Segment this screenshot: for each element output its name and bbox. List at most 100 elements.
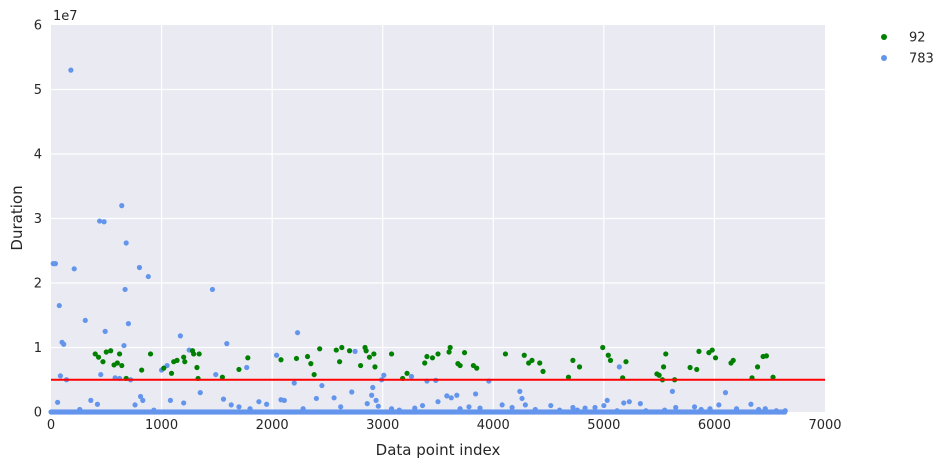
data-point (244, 364, 250, 371)
data-point (140, 397, 146, 403)
y-tick-label: 2 (34, 277, 42, 292)
data-point (136, 264, 143, 271)
legend-label: 92 (909, 31, 926, 46)
x-tick-label: 4000 (477, 418, 510, 433)
data-point (168, 370, 175, 376)
data-point (762, 406, 768, 412)
x-axis-label: Data point index (376, 441, 501, 459)
x-tick-label: 7000 (808, 418, 841, 433)
data-point (375, 403, 381, 409)
data-point (220, 396, 227, 402)
data-point (125, 321, 131, 327)
data-point (477, 405, 483, 411)
data-point (371, 351, 377, 357)
data-point (291, 380, 297, 386)
data-point (754, 364, 761, 370)
legend-marker (881, 55, 887, 61)
data-point (256, 399, 262, 405)
y-axis-offset-label: 1e7 (53, 9, 78, 24)
data-point (100, 359, 106, 365)
data-point (97, 218, 103, 224)
data-point (509, 404, 515, 411)
data-point (601, 402, 607, 409)
data-point (278, 357, 284, 363)
data-point (300, 406, 306, 412)
data-point (294, 330, 301, 336)
x-tick-label: 3000 (366, 418, 399, 433)
data-point (82, 317, 88, 324)
data-point (317, 346, 323, 352)
data-point (669, 388, 676, 394)
data-point (570, 357, 576, 363)
data-point (114, 360, 120, 366)
data-point (56, 302, 62, 309)
data-point (119, 203, 125, 209)
data-point (446, 349, 452, 355)
data-point (132, 402, 138, 408)
data-point (605, 352, 611, 358)
data-point (412, 405, 418, 411)
data-point (687, 364, 693, 371)
data-point (101, 219, 107, 225)
data-point (339, 344, 345, 351)
data-point (576, 364, 583, 370)
x-tick-label: 5000 (587, 418, 620, 433)
data-point (623, 359, 629, 365)
data-point (145, 273, 151, 280)
data-point (517, 388, 523, 394)
data-point (88, 397, 94, 403)
data-point (137, 393, 144, 400)
data-point (346, 348, 353, 354)
data-point (763, 353, 769, 359)
data-point (694, 366, 700, 373)
data-point (181, 354, 187, 360)
data-point (281, 397, 287, 403)
data-point (331, 395, 337, 401)
data-point (388, 406, 395, 412)
y-tick-label: 6 (34, 19, 42, 34)
data-point (698, 406, 704, 413)
data-point (364, 401, 370, 407)
data-point (304, 353, 311, 360)
data-point (213, 371, 219, 378)
data-point (691, 404, 698, 410)
y-axis-label: Duration (8, 185, 26, 250)
data-point (663, 351, 669, 357)
data-point (709, 347, 715, 353)
data-point (236, 366, 242, 373)
data-point (219, 374, 225, 380)
data-point (61, 341, 67, 347)
y-tick-label: 0 (34, 406, 42, 421)
data-point (733, 406, 740, 412)
data-point (457, 406, 463, 412)
data-point (349, 389, 355, 395)
data-point (616, 364, 622, 370)
data-point (521, 352, 527, 358)
data-point (424, 353, 430, 360)
data-point (57, 373, 63, 379)
data-point (448, 395, 454, 401)
data-point (454, 392, 460, 398)
data-point (673, 404, 679, 411)
data-point (707, 406, 713, 412)
data-point (313, 395, 319, 402)
data-point (565, 374, 572, 380)
data-point (770, 374, 776, 380)
data-point (236, 404, 242, 410)
data-point (422, 360, 428, 366)
data-point (197, 390, 203, 396)
data-point (773, 408, 779, 414)
data-point (161, 365, 167, 371)
data-point (643, 408, 649, 414)
data-point (502, 351, 509, 357)
data-point (68, 67, 74, 73)
data-point (336, 359, 343, 365)
data-point (540, 368, 546, 374)
data-point (782, 408, 788, 414)
data-point (529, 357, 535, 363)
data-point (370, 384, 376, 391)
data-point (472, 391, 479, 397)
